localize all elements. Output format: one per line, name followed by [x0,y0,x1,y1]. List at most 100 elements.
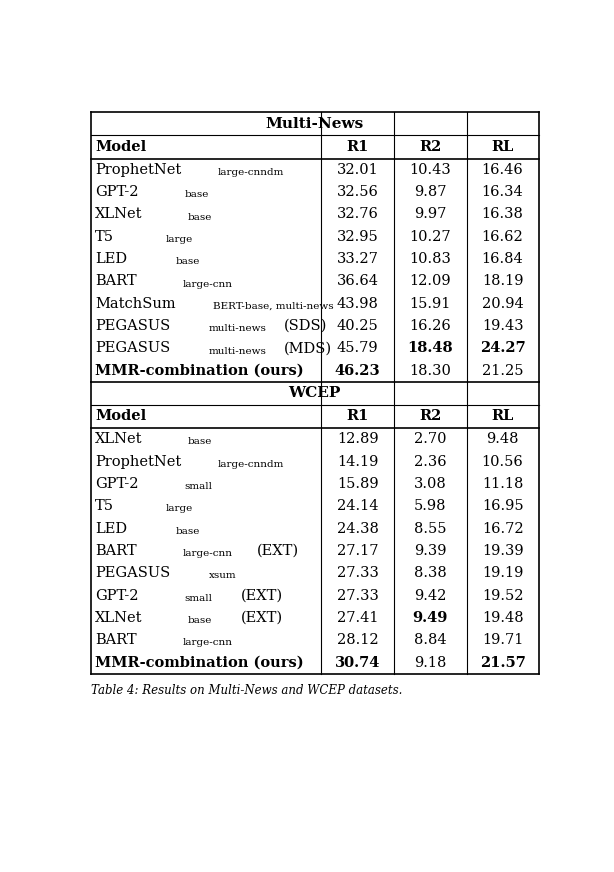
Text: small: small [184,482,212,491]
Text: WCEP: WCEP [289,386,341,400]
Text: 19.39: 19.39 [482,544,523,558]
Text: 24.38: 24.38 [336,521,379,535]
Text: 27.17: 27.17 [337,544,378,558]
Text: 9.18: 9.18 [414,656,446,670]
Text: base: base [187,438,212,446]
Text: 16.26: 16.26 [410,319,451,333]
Text: 5.98: 5.98 [414,499,446,514]
Text: PEGASUS: PEGASUS [95,341,171,356]
Text: 10.83: 10.83 [410,252,451,266]
Text: base: base [176,527,200,535]
Text: 16.72: 16.72 [482,521,523,535]
Text: 15.89: 15.89 [337,477,378,491]
Text: 32.56: 32.56 [336,185,379,199]
Text: 9.48: 9.48 [486,433,519,446]
Text: 9.39: 9.39 [414,544,446,558]
Text: large: large [165,235,193,244]
Text: 8.38: 8.38 [414,566,446,580]
Text: (EXT): (EXT) [241,611,283,625]
Text: multi-news: multi-news [209,346,267,356]
Text: R1: R1 [346,410,369,424]
Text: 43.98: 43.98 [336,296,379,310]
Text: XLNet: XLNet [95,611,143,625]
Text: 9.87: 9.87 [414,185,446,199]
Text: 27.41: 27.41 [337,611,378,625]
Text: base: base [187,213,212,221]
Text: 45.79: 45.79 [337,341,378,356]
Text: large-cnn: large-cnn [183,638,233,647]
Text: Table 4: Results on Multi-News and WCEP datasets.: Table 4: Results on Multi-News and WCEP … [91,685,402,698]
Text: 12.09: 12.09 [410,275,451,289]
Text: ProphetNet: ProphetNet [95,454,182,468]
Text: base: base [176,257,200,266]
Text: 19.48: 19.48 [482,611,523,625]
Text: 16.84: 16.84 [482,252,524,266]
Text: GPT-2: GPT-2 [95,589,139,603]
Text: 20.94: 20.94 [482,296,524,310]
Text: 14.19: 14.19 [337,454,378,468]
Text: 18.30: 18.30 [410,364,451,378]
Text: LED: LED [95,521,128,535]
Text: MatchSum: MatchSum [95,296,176,310]
Text: RL: RL [491,410,514,424]
Text: 32.01: 32.01 [337,163,379,177]
Text: 24.27: 24.27 [480,341,526,356]
Text: large-cnn: large-cnn [183,549,233,558]
Text: BART: BART [95,633,137,647]
Text: base: base [184,190,209,199]
Text: 16.62: 16.62 [482,229,524,243]
Text: large: large [165,504,193,514]
Text: 19.19: 19.19 [482,566,523,580]
Text: 10.56: 10.56 [482,454,524,468]
Text: XLNet: XLNet [95,208,143,221]
Text: 27.33: 27.33 [336,589,379,603]
Text: 28.12: 28.12 [337,633,378,647]
Text: 9.42: 9.42 [414,589,446,603]
Text: 15.91: 15.91 [410,296,451,310]
Text: XLNet: XLNet [95,433,143,446]
Text: BART: BART [95,544,137,558]
Text: large-cnn: large-cnn [183,280,233,289]
Text: R1: R1 [346,140,369,154]
Text: 19.52: 19.52 [482,589,523,603]
Text: 9.97: 9.97 [414,208,446,221]
Text: 16.38: 16.38 [481,208,524,221]
Text: (EXT): (EXT) [257,544,300,558]
Text: T5: T5 [95,499,114,514]
Text: GPT-2: GPT-2 [95,185,139,199]
Text: 33.27: 33.27 [336,252,379,266]
Text: 30.74: 30.74 [335,656,380,670]
Text: 21.57: 21.57 [480,656,526,670]
Text: (SDS): (SDS) [284,319,327,333]
Text: Model: Model [95,140,147,154]
Text: LED: LED [95,252,128,266]
Text: ProphetNet: ProphetNet [95,163,182,177]
Text: 3.08: 3.08 [414,477,446,491]
Text: 18.19: 18.19 [482,275,523,289]
Text: multi-news: multi-news [209,324,267,333]
Text: 27.33: 27.33 [336,566,379,580]
Text: 36.64: 36.64 [336,275,379,289]
Text: PEGASUS: PEGASUS [95,319,171,333]
Text: 18.48: 18.48 [408,341,453,356]
Text: Multi-News: Multi-News [265,117,364,131]
Text: MMR-combination (ours): MMR-combination (ours) [95,656,304,670]
Text: 10.43: 10.43 [410,163,451,177]
Text: base: base [187,616,212,625]
Text: 10.27: 10.27 [410,229,451,243]
Text: BART: BART [95,275,137,289]
Text: 2.70: 2.70 [414,433,446,446]
Text: Model: Model [95,410,147,424]
Text: large-cnndm: large-cnndm [217,460,284,469]
Text: 21.25: 21.25 [482,364,523,378]
Text: 9.49: 9.49 [413,611,448,625]
Text: PEGASUS: PEGASUS [95,566,171,580]
Text: R2: R2 [419,410,441,424]
Text: MMR-combination (ours): MMR-combination (ours) [95,364,304,378]
Text: small: small [184,594,212,603]
Text: GPT-2: GPT-2 [95,477,139,491]
Text: 8.55: 8.55 [414,521,446,535]
Text: (EXT): (EXT) [241,589,284,603]
Text: 46.23: 46.23 [335,364,381,378]
Text: 2.36: 2.36 [414,454,446,468]
